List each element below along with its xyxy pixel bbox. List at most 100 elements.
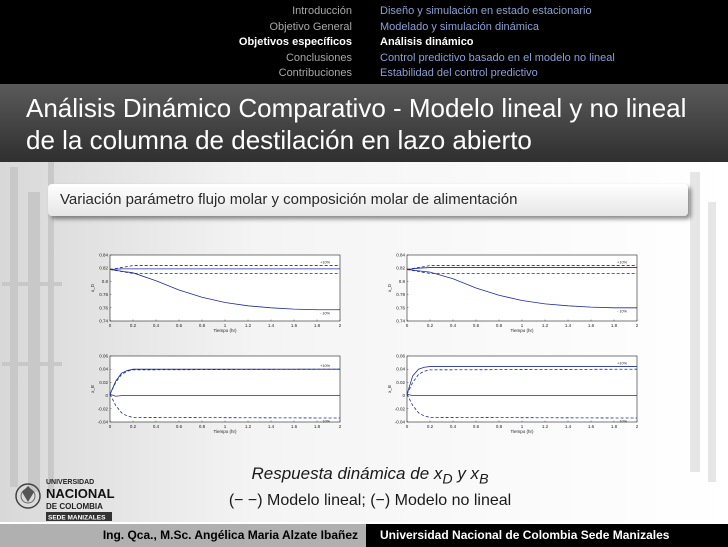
plot-4-xtick: 1.6	[588, 424, 595, 429]
plot-2-xtick: 1	[521, 323, 524, 328]
nav-item-introduccion[interactable]: Introducción	[292, 5, 352, 17]
plot-1-ytick: 0.78	[99, 292, 108, 297]
logo-emblem	[15, 483, 41, 509]
plot-1-xtick: 0.6	[176, 323, 183, 328]
plot-1-xtick: 0.4	[153, 323, 160, 328]
plot-3-xtick: 0.4	[153, 424, 160, 429]
figure-caption: Respuesta dinámica de xD y xB (− −) Mode…	[160, 463, 580, 512]
subtitle-text: Variación parámetro flujo molar y compos…	[60, 191, 518, 208]
caption-line-2: (− −) Modelo lineal; (−) Modelo no linea…	[228, 492, 512, 510]
plot-3-xtick: 1	[224, 424, 227, 429]
caption-text-a: Respuesta dinámica de x	[251, 464, 443, 483]
plot-1-xtick: 0.8	[199, 323, 206, 328]
top-navigation: Introducción Objetivo General Objetivos …	[0, 0, 728, 84]
plot-1-ytick: 0.8	[102, 279, 109, 284]
plot-4-ytick: 0.04	[396, 367, 405, 372]
plot-3-xtick: 1.8	[314, 424, 321, 429]
plot-3-ytick: 0.04	[99, 367, 108, 372]
plot-3-ylabel: x_B	[90, 385, 95, 393]
plot-3-xtick: 1.2	[245, 424, 252, 429]
plot-1-xtick: 0.2	[130, 323, 137, 328]
plot-1-xtick: 0	[109, 323, 112, 328]
plot-3-series-1	[109, 368, 341, 395]
plot-3-series-4	[109, 393, 340, 397]
plot-4-xlabel: Tiempo (hr)	[510, 429, 534, 434]
plot-2-series-3	[406, 267, 637, 270]
plot-3-ytick: -0.02	[98, 406, 109, 411]
plot-3-ytick: 0	[105, 393, 108, 398]
nav-subitem-estabilidad[interactable]: Estabilidad del control predictivo	[380, 67, 538, 79]
nav-item-contribuciones[interactable]: Contribuciones	[278, 67, 352, 79]
plot-3-series-2	[109, 368, 340, 395]
plot-3-xtick: 2	[339, 424, 342, 429]
plot-2-series-2	[406, 269, 637, 274]
nav-subitem-diseno[interactable]: Diseño y simulación en estado estacionar…	[380, 5, 592, 17]
slide-title-bar: Análisis Dinámico Comparativo - Modelo l…	[0, 84, 728, 162]
nav-item-objetivos-especificos[interactable]: Objetivos específicos	[238, 36, 352, 48]
caption-line-1: Respuesta dinámica de xD y xB	[160, 463, 580, 490]
plot-4-ytick: 0	[402, 393, 405, 398]
plot-2-ytick: 0.84	[396, 253, 405, 258]
plot-2-ytick: 0.76	[396, 305, 405, 310]
footer-bar: Ing. Qca., M.Sc. Angélica Maria Alzate I…	[0, 524, 728, 547]
footer-institution: Universidad Nacional de Colombia Sede Ma…	[380, 528, 670, 542]
footer-author-box: Ing. Qca., M.Sc. Angélica Maria Alzate I…	[0, 524, 366, 547]
plot-1-xtick: 1.2	[245, 323, 252, 328]
plot-4-xtick: 1	[521, 424, 524, 429]
plot-1-series-3	[109, 268, 340, 270]
plot-4-xtick: 0.2	[427, 424, 434, 429]
plot-4-xtick: 0.8	[496, 424, 503, 429]
plot-1-series-label: +10%	[320, 261, 330, 265]
nav-subitem-analisis-dinamico[interactable]: Análisis dinámico	[380, 36, 474, 48]
plot-4-xtick: 1.2	[542, 424, 549, 429]
plot-4-series-3	[406, 394, 638, 419]
logo-line-4: SEDE MANIZALES	[48, 515, 106, 522]
nav-subitem-control-predictivo[interactable]: Control predictivo basado en el modelo n…	[380, 51, 615, 64]
nav-item-conclusiones[interactable]: Conclusiones	[285, 51, 352, 64]
plot-4-xtick: 1.4	[565, 424, 572, 429]
plot-4-series-4	[406, 393, 637, 397]
plot-4-ytick: -0.02	[395, 406, 406, 411]
plot-3-xtick: 0	[109, 424, 112, 429]
plot-2-xtick: 1.2	[542, 323, 549, 328]
nav-subitem-modelado[interactable]: Modelado y simulación dinámica	[380, 20, 539, 33]
caption-sub-b: B	[479, 471, 489, 488]
plot-4-series-2	[406, 366, 637, 395]
plot-1-ytick: 0.82	[99, 266, 108, 271]
plot-3-xlabel: Tiempo (hr)	[213, 429, 237, 434]
plot-3-series-label: - 10%	[320, 420, 331, 424]
plot-4-xtick: 1.8	[611, 424, 618, 429]
plot-2-xtick: 1.6	[588, 323, 595, 328]
plot-2-xtick: 0.8	[496, 323, 503, 328]
plot-2-xtick: 0.6	[473, 323, 480, 328]
plot-1-xtick: 1	[224, 323, 227, 328]
plot-3-ytick: 0.02	[99, 380, 108, 385]
plot-3-xtick: 1.4	[268, 424, 275, 429]
plot-4-xtick: 0.4	[450, 424, 457, 429]
nav-item-objetivo-general[interactable]: Objetivo General	[269, 20, 352, 33]
logo-line-2: NACIONAL	[46, 486, 115, 501]
plot-3-xtick: 0.2	[130, 424, 137, 429]
plot-1-ytick: 0.84	[99, 253, 108, 258]
plot-2-series-label: +10%	[617, 261, 627, 265]
response-plots: 0 0.2 0.4 0.6 0.8 1 1.2 1.4 1.6 1.8 2 0.74 0.76 0.78 0…	[90, 253, 639, 435]
plot-1-ylabel: x_D	[90, 283, 95, 292]
university-logo: UNIVERSIDAD NACIONAL DE COLOMBIA SEDE MA…	[15, 479, 115, 522]
plot-2-ytick: 0.78	[396, 292, 405, 297]
plot-4-series-label: - 10%	[617, 420, 628, 424]
plot-2-xtick: 2	[636, 323, 639, 328]
plot-3-series-3	[109, 394, 341, 419]
plot-3-ytick: -0.04	[98, 420, 109, 425]
plot-1-ytick: 0.76	[99, 305, 108, 310]
plot-4-series-label: +10%	[617, 362, 627, 366]
plot-2-ytick: 0.82	[396, 266, 405, 271]
plot-frame-2	[406, 254, 638, 322]
plot-2-xtick: 1.4	[565, 323, 572, 328]
logo-line-3: DE COLOMBIA	[46, 502, 103, 511]
plot-1-series-1	[109, 265, 340, 270]
plot-4-xtick: 0.6	[473, 424, 480, 429]
plot-1-xtick: 2	[339, 323, 342, 328]
plot-4-ytick: 0.02	[396, 380, 405, 385]
plot-4-ytick: 0.06	[396, 354, 405, 359]
footer-institution-box: Universidad Nacional de Colombia Sede Ma…	[366, 524, 728, 547]
